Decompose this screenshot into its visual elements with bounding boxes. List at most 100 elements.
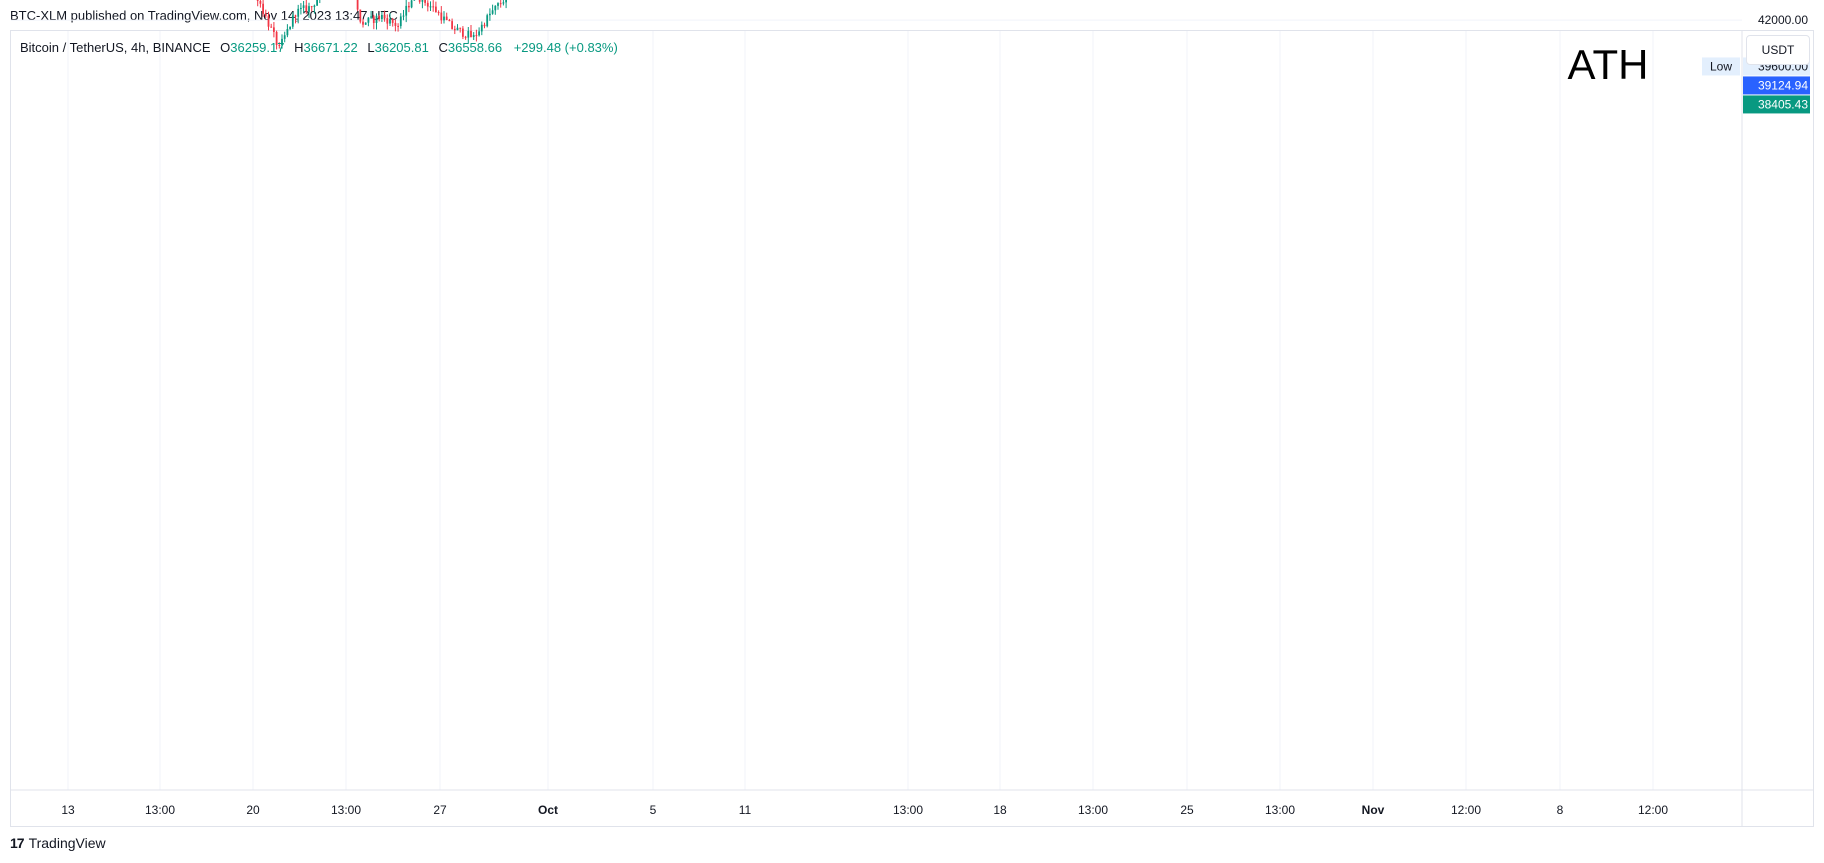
x-tick-label: 20 [246, 803, 260, 817]
x-tick-label: 5 [650, 803, 657, 817]
price-badge-bg [1743, 76, 1810, 95]
x-tick-label: 25 [1180, 803, 1194, 817]
candle-body [300, 7, 302, 9]
candle-body [313, 5, 316, 7]
candle-body [505, 0, 507, 3]
candle-body [302, 5, 305, 8]
candle-body [383, 15, 386, 19]
candle-body [494, 5, 497, 11]
candle-body [467, 30, 470, 38]
close-label: C [438, 40, 448, 55]
low-label-bg [1702, 57, 1740, 76]
change-value: +299.48 (+0.83%) [513, 40, 618, 55]
candle-body [478, 31, 480, 36]
x-tick-label: 12:00 [1451, 803, 1481, 817]
candle-body [462, 28, 464, 37]
candle-body [405, 5, 408, 16]
x-tick-label: 13:00 [1265, 803, 1295, 817]
candle-body [305, 5, 308, 12]
open-label: O [220, 40, 231, 55]
candle-body [440, 12, 443, 21]
candle-body [432, 6, 435, 8]
candle-body [410, 0, 413, 8]
candle-body [372, 16, 375, 23]
candle-body [281, 38, 283, 46]
candle-body [259, 0, 262, 4]
symbol-name[interactable]: Bitcoin / TetherUS, 4h, BINANCE [20, 40, 211, 55]
candle-body [264, 13, 267, 16]
candle-body [424, 0, 426, 3]
candle-body [426, 2, 429, 7]
high-label: H [294, 40, 304, 55]
candle-body [437, 12, 440, 14]
x-tick-label: Oct [538, 803, 558, 817]
candle-body [275, 31, 278, 45]
x-tick-label: Nov [1362, 803, 1385, 817]
candle-body [270, 26, 273, 28]
candle-body [499, 3, 502, 5]
low-value: 36205.81 [374, 40, 429, 55]
low-label: Low [1710, 59, 1732, 73]
candle-body [262, 3, 264, 14]
candle-body [483, 24, 486, 27]
candle-body [459, 27, 462, 29]
chart-frame [10, 30, 1814, 827]
candle-body [486, 15, 489, 27]
x-tick-label: 13:00 [1078, 803, 1108, 817]
tradingview-logo[interactable]: 17 TradingView [10, 835, 106, 851]
candle-body [399, 16, 402, 27]
candles-group [256, 0, 507, 50]
candle-body [356, 0, 359, 10]
candle-body [378, 15, 381, 19]
candle-body [389, 18, 391, 24]
candle-body [273, 27, 275, 32]
candle-body [421, 0, 424, 2]
candle-body [391, 18, 394, 23]
candle-body [453, 28, 456, 31]
candle-body [375, 15, 378, 23]
candle-body [316, 0, 318, 6]
candle-body [362, 21, 364, 25]
x-tick-label: 27 [433, 803, 447, 817]
candle-body [308, 6, 310, 12]
x-tick-label: 18 [993, 803, 1007, 817]
candle-body [475, 35, 478, 37]
candle-body [448, 19, 451, 22]
candle-body [289, 26, 291, 30]
candle-body [418, 0, 421, 2]
candle-body [491, 10, 494, 14]
high-value: 36671.22 [303, 40, 358, 55]
candle-body [283, 35, 286, 39]
candle-body [445, 16, 448, 20]
candle-body [256, 0, 259, 1]
candle-body [397, 25, 399, 27]
x-tick-label: 13:00 [145, 803, 175, 817]
x-tick-label: 8 [1557, 803, 1564, 817]
x-tick-label: 11 [739, 803, 752, 817]
candle-body [364, 22, 367, 25]
symbol-legend: Bitcoin / TetherUS, 4h, BINANCE O36259.1… [20, 40, 618, 55]
candle-body [297, 8, 300, 17]
candle-body [286, 29, 289, 36]
currency-button[interactable]: USDT [1746, 35, 1810, 65]
candle-body [278, 44, 281, 46]
candle-body [480, 24, 483, 32]
candle-body [451, 21, 453, 29]
x-tick-label: 12:00 [1638, 803, 1668, 817]
candle-body [386, 18, 389, 24]
candle-body [502, 2, 505, 4]
candle-body [394, 22, 397, 26]
price-badge: 38405.43 [1758, 97, 1808, 111]
candle-body [497, 3, 499, 6]
low-label: L [367, 40, 375, 55]
candle-body [456, 27, 459, 31]
tradingview-brand-text: TradingView [28, 835, 106, 851]
candle-body [470, 30, 472, 38]
candle-body [381, 15, 383, 19]
price-badge: 39124.94 [1758, 78, 1808, 92]
candle-body [367, 17, 370, 23]
candle-body [464, 36, 467, 38]
x-tick-label: 13:00 [331, 803, 361, 817]
price-badge-bg [1743, 95, 1810, 114]
